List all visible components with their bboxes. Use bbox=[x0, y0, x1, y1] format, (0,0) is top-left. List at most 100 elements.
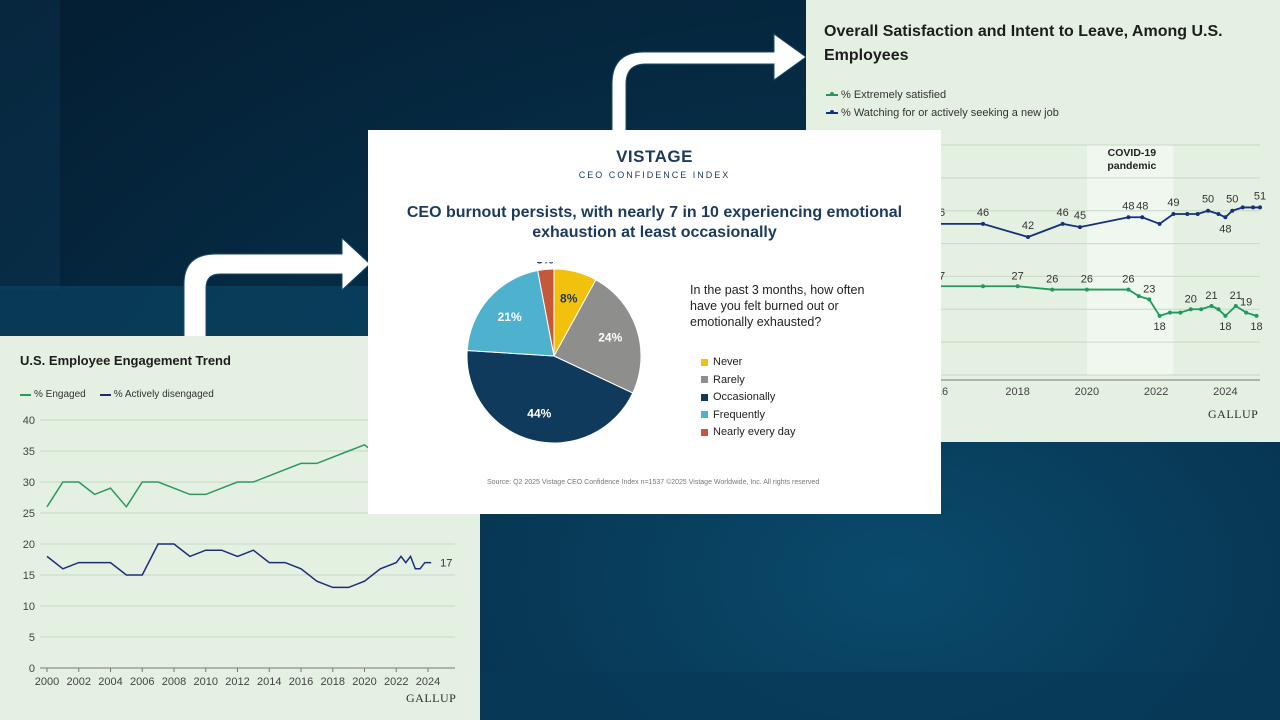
data-point bbox=[1195, 212, 1200, 216]
source-logo: GALLUP bbox=[406, 691, 457, 705]
data-point bbox=[1015, 284, 1020, 289]
x-tick-label: 2004 bbox=[98, 676, 122, 688]
data-label: 46 bbox=[1057, 207, 1069, 219]
y-tick-label: 10 bbox=[23, 601, 35, 613]
legend-label: Occasionally bbox=[713, 391, 776, 403]
legend-item: Never bbox=[701, 356, 742, 368]
pie-slice bbox=[537, 268, 555, 357]
y-tick-label: 15 bbox=[23, 570, 35, 582]
data-point bbox=[1050, 287, 1055, 292]
slice-label: 8% bbox=[560, 292, 578, 306]
data-label: 48 bbox=[1219, 223, 1231, 235]
legend-marker bbox=[826, 110, 838, 114]
y-tick-label: 30 bbox=[23, 477, 35, 489]
legend-marker bbox=[99, 393, 111, 396]
y-tick-label: 35 bbox=[23, 446, 35, 458]
data-label: 45 bbox=[1074, 210, 1086, 222]
data-label: 26 bbox=[1122, 274, 1134, 286]
data-label: 18 bbox=[1153, 321, 1165, 333]
data-label: 21 bbox=[1230, 290, 1242, 302]
legend-item: Frequently bbox=[701, 409, 765, 421]
legend-swatch bbox=[701, 376, 708, 383]
data-point bbox=[1206, 208, 1211, 213]
y-tick-label: 25 bbox=[23, 508, 35, 520]
legend-item: Rarely bbox=[701, 374, 745, 386]
data-point bbox=[1223, 215, 1228, 220]
chart-title: Overall Satisfaction and Intent to Leave… bbox=[824, 23, 1223, 64]
pie-slice bbox=[466, 269, 555, 357]
slice-label: 21% bbox=[498, 310, 522, 324]
data-label: 18 bbox=[1250, 321, 1262, 333]
x-tick-label: 2006 bbox=[130, 676, 154, 688]
data-label: 46 bbox=[977, 207, 989, 219]
data-point bbox=[981, 284, 986, 289]
data-label: 20 bbox=[1185, 293, 1197, 305]
legend-swatch bbox=[701, 393, 708, 401]
data-label: 19 bbox=[1240, 297, 1252, 309]
data-point bbox=[1209, 304, 1214, 308]
data-label: 48 bbox=[1136, 200, 1148, 212]
legend-item: % Watching for or actively seeking a new… bbox=[826, 107, 1059, 119]
data-point bbox=[1147, 297, 1152, 302]
slice-label: 44% bbox=[527, 406, 551, 420]
data-label: 7 bbox=[939, 270, 945, 282]
legend-label: Rarely bbox=[713, 373, 745, 386]
data-point bbox=[1126, 215, 1131, 220]
data-point bbox=[1157, 313, 1162, 318]
annotation-label: pandemic bbox=[1107, 160, 1156, 172]
x-tick-label: 2022 bbox=[1144, 386, 1168, 398]
y-tick-label: 40 bbox=[23, 415, 35, 427]
data-point bbox=[1185, 212, 1190, 216]
data-point bbox=[1216, 307, 1221, 312]
legend-swatch bbox=[701, 358, 708, 366]
x-tick-label: 2000 bbox=[35, 676, 59, 688]
data-point bbox=[1233, 304, 1238, 308]
pie-slice bbox=[466, 350, 634, 444]
legend: % Engaged % Actively disengaged bbox=[20, 389, 214, 400]
data-point bbox=[1178, 310, 1183, 315]
legend-label: % Extremely satisfied bbox=[841, 89, 947, 101]
data-label: 48 bbox=[1122, 200, 1134, 212]
data-label: 42 bbox=[1022, 220, 1034, 232]
legend-label: Frequently bbox=[713, 408, 765, 421]
data-label: 50 bbox=[1226, 194, 1238, 206]
data-point bbox=[1199, 307, 1204, 312]
data-point bbox=[1223, 313, 1228, 318]
background-band-bottom bbox=[480, 672, 1280, 720]
data-point bbox=[1084, 287, 1089, 292]
pandemic-shade bbox=[1086, 145, 1174, 375]
data-point bbox=[1060, 221, 1065, 226]
vistage-slide: VISTAGE CEO CONFIDENCE INDEX CEO burnout… bbox=[368, 130, 941, 514]
data-label: 23 bbox=[1143, 283, 1155, 295]
legend-marker bbox=[20, 393, 31, 396]
data-point bbox=[1140, 215, 1145, 220]
annotation-label: COVID-19 bbox=[1108, 147, 1157, 159]
data-point bbox=[1171, 212, 1176, 216]
arrow-up-right-icon bbox=[611, 33, 807, 142]
data-point bbox=[1244, 310, 1249, 315]
x-tick-label: 2024 bbox=[1213, 386, 1237, 398]
data-label: 6 bbox=[939, 207, 945, 219]
x-tick-label: 2018 bbox=[321, 676, 345, 688]
arrow-up-right-icon bbox=[183, 238, 371, 338]
x-tick-label: 2008 bbox=[162, 676, 186, 688]
background-stripe bbox=[0, 0, 60, 290]
legend-label: % Actively disengaged bbox=[113, 389, 214, 400]
data-label: 18 bbox=[1219, 321, 1231, 333]
legend-swatch bbox=[701, 411, 708, 418]
data-label: 26 bbox=[1046, 274, 1058, 286]
data-point bbox=[1136, 294, 1141, 299]
x-tick-label: 2018 bbox=[1005, 386, 1029, 398]
data-point bbox=[1230, 208, 1235, 213]
legend-item: Occasionally bbox=[701, 391, 775, 403]
y-tick-label: 5 bbox=[29, 632, 35, 644]
data-point bbox=[1251, 205, 1256, 210]
legend-item: % Extremely satisfied bbox=[826, 89, 946, 101]
data-point bbox=[1240, 205, 1245, 210]
source-logo: GALLUP bbox=[1208, 407, 1259, 421]
slide-title: CEO burnout persists, with nearly 7 in 1… bbox=[406, 204, 903, 241]
legend-label: Nearly every day bbox=[713, 426, 796, 438]
x-tick-label: 2020 bbox=[1075, 386, 1099, 398]
survey-question: In the past 3 months, how often have you… bbox=[690, 283, 865, 329]
